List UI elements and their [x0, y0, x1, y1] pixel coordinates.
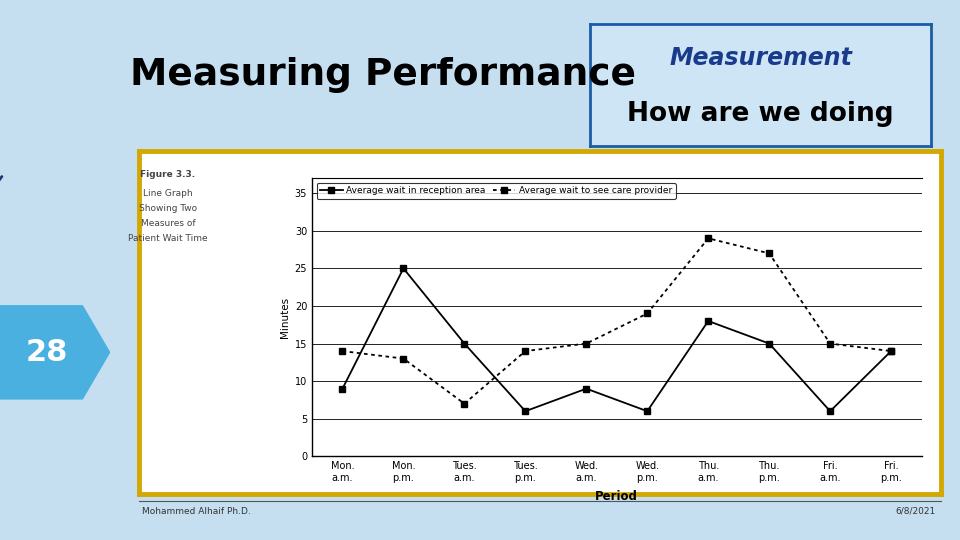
- Text: Figure 3.3.: Figure 3.3.: [140, 170, 196, 179]
- Polygon shape: [0, 305, 110, 400]
- Average wait in reception area: [519, 408, 531, 414]
- Average wait to see care provider: [825, 340, 836, 347]
- Average wait to see care provider: [581, 340, 592, 347]
- Text: 6/8/2021: 6/8/2021: [896, 507, 936, 516]
- Average wait to see care provider: [885, 348, 897, 354]
- Legend: Average wait in reception area, Average wait to see care provider: Average wait in reception area, Average …: [317, 183, 676, 199]
- Y-axis label: Minutes: Minutes: [280, 296, 291, 338]
- Average wait in reception area: [397, 265, 409, 272]
- Text: Mohammed Alhaif Ph.D.: Mohammed Alhaif Ph.D.: [142, 507, 251, 516]
- Average wait to see care provider: [703, 235, 714, 241]
- Average wait in reception area: [763, 340, 775, 347]
- Text: Measures of: Measures of: [141, 219, 195, 228]
- Average wait to see care provider: [397, 355, 409, 362]
- Average wait to see care provider: [519, 348, 531, 354]
- Text: Measuring Performance: Measuring Performance: [130, 57, 636, 93]
- Average wait in reception area: [641, 408, 653, 414]
- Text: Patient Wait Time: Patient Wait Time: [129, 234, 207, 244]
- Average wait in reception area: [459, 340, 470, 347]
- Line: Average wait in reception area: Average wait in reception area: [340, 266, 894, 414]
- Average wait in reception area: [885, 348, 897, 354]
- Average wait to see care provider: [459, 401, 470, 407]
- Line: Average wait to see care provider: Average wait to see care provider: [340, 235, 894, 407]
- Average wait in reception area: [825, 408, 836, 414]
- Average wait in reception area: [703, 318, 714, 324]
- Text: Measurement: Measurement: [669, 46, 852, 70]
- Average wait to see care provider: [337, 348, 348, 354]
- X-axis label: Period: Period: [595, 490, 638, 503]
- Text: Showing Two: Showing Two: [139, 204, 197, 213]
- Text: 28: 28: [25, 338, 67, 367]
- Text: Line Graph: Line Graph: [143, 189, 193, 198]
- Average wait to see care provider: [641, 310, 653, 317]
- Average wait in reception area: [337, 386, 348, 392]
- Text: How are we doing: How are we doing: [628, 101, 894, 127]
- Average wait to see care provider: [763, 250, 775, 256]
- Average wait in reception area: [581, 386, 592, 392]
